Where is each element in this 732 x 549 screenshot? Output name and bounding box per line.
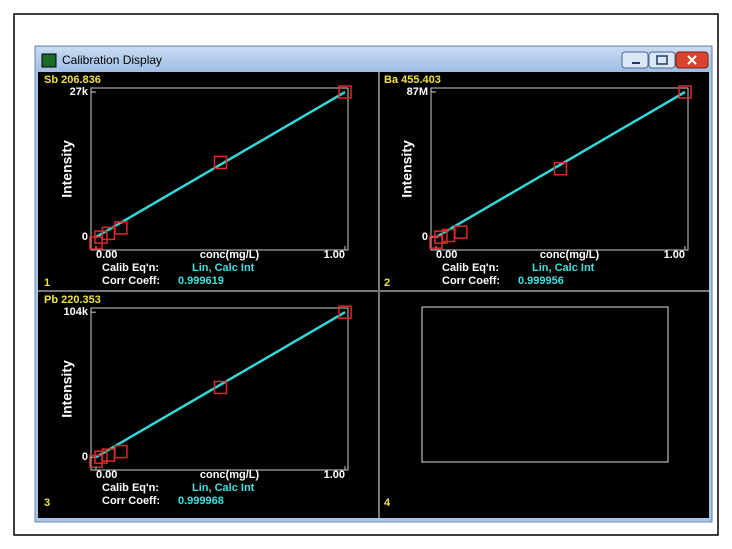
y-axis-label: Intensity (59, 360, 75, 418)
panel-number: 2 (384, 277, 390, 289)
maximize-button[interactable] (649, 52, 675, 68)
corr-value: 0.999956 (518, 275, 564, 287)
x-tick-label: 1.00 (664, 249, 685, 261)
display-area (38, 72, 709, 518)
y-tick-label: 87M (407, 86, 428, 98)
y-tick-label: 0 (422, 231, 428, 243)
x-tick-label: 0.00 (96, 249, 117, 261)
chart-title: Sb 206.836 (44, 74, 101, 86)
corr-label: Corr Coeff: (442, 275, 500, 287)
calib-label: Calib Eq'n: (102, 262, 159, 274)
chart-title: Pb 220.353 (44, 294, 101, 306)
calib-label: Calib Eq'n: (442, 262, 499, 274)
calib-value: Lin, Calc Int (192, 482, 255, 494)
y-axis-label: Intensity (399, 140, 415, 198)
x-axis-label: conc(mg/L) (200, 469, 260, 481)
x-tick-label: 1.00 (324, 469, 345, 481)
y-axis-label: Intensity (59, 140, 75, 198)
calib-value: Lin, Calc Int (192, 262, 255, 274)
corr-label: Corr Coeff: (102, 495, 160, 507)
x-tick-label: 0.00 (96, 469, 117, 481)
calib-value: Lin, Calc Int (532, 262, 595, 274)
y-tick-label: 0 (82, 451, 88, 463)
corr-value: 0.999968 (178, 495, 224, 507)
corr-label: Corr Coeff: (102, 275, 160, 287)
window-title: Calibration Display (62, 53, 162, 67)
x-axis-label: conc(mg/L) (200, 249, 260, 261)
app-icon (42, 54, 56, 67)
minimize-button[interactable] (622, 52, 648, 68)
calib-label: Calib Eq'n: (102, 482, 159, 494)
corr-value: 0.999619 (178, 275, 224, 287)
x-axis-label: conc(mg/L) (540, 249, 600, 261)
chart-title: Ba 455.403 (384, 74, 441, 86)
panel-number: 3 (44, 497, 50, 509)
y-tick-label: 27k (70, 86, 89, 98)
minimize-icon (632, 62, 640, 64)
screenshot: Calibration Display 4 Sb 206.836 Intensit… (0, 0, 732, 549)
y-tick-label: 104k (64, 306, 89, 318)
panel-number: 1 (44, 277, 50, 289)
x-tick-label: 0.00 (436, 249, 457, 261)
y-tick-label: 0 (82, 231, 88, 243)
panel-number: 4 (384, 497, 391, 509)
x-tick-label: 1.00 (324, 249, 345, 261)
